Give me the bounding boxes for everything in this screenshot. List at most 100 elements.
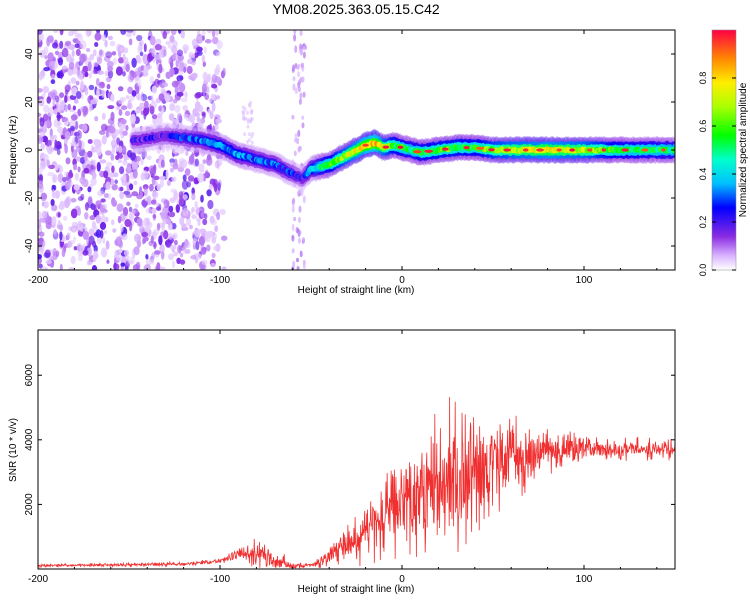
colorbar-tick-label: 0.8 — [698, 72, 708, 85]
noise-blob — [64, 95, 68, 103]
noise-blob — [41, 192, 48, 200]
noise-blob — [189, 224, 193, 230]
noise-blob — [66, 232, 71, 240]
noise-blob — [299, 30, 303, 37]
noise-blob — [144, 100, 149, 109]
noise-blob — [107, 65, 114, 72]
noise-blob — [73, 98, 79, 104]
noise-blob — [202, 159, 207, 165]
snr-frame — [37, 329, 676, 570]
noise-blob — [70, 255, 76, 265]
noise-blob — [156, 116, 163, 125]
noise-blob — [293, 150, 297, 157]
noise-blob — [302, 237, 305, 243]
noise-blob — [122, 233, 128, 241]
noise-blob — [299, 92, 303, 100]
noise-blob — [62, 176, 67, 182]
noise-blob — [194, 201, 198, 209]
noise-blob — [59, 231, 63, 241]
noise-blob — [39, 160, 47, 170]
noise-blob — [76, 91, 82, 99]
noise-blob — [117, 99, 125, 105]
noise-blob — [158, 63, 163, 74]
noise-blob — [250, 140, 254, 145]
x-tick-label: 100 — [576, 275, 593, 286]
noise-blob — [186, 65, 193, 75]
noise-blob — [194, 92, 201, 99]
noise-blob — [163, 230, 169, 240]
noise-blob — [175, 204, 180, 213]
noise-blob — [59, 40, 64, 49]
noise-blob — [119, 166, 125, 175]
noise-blob — [93, 138, 100, 146]
noise-blob — [196, 33, 204, 44]
ridge-peak — [661, 148, 666, 152]
noise-blob — [88, 228, 95, 237]
noise-blob — [199, 228, 207, 234]
noise-blob — [216, 212, 221, 221]
noise-blob — [221, 266, 227, 270]
noise-blob — [87, 196, 93, 205]
noise-blob — [174, 239, 178, 246]
noise-blob — [117, 215, 122, 224]
noise-blob — [115, 66, 123, 76]
noise-blob — [176, 75, 184, 82]
noise-blob — [64, 171, 68, 176]
noise-blob — [89, 103, 93, 112]
noise-blob — [57, 212, 61, 218]
noise-blob — [128, 38, 133, 46]
noise-blob — [91, 265, 98, 270]
noise-blob — [204, 213, 208, 220]
noise-blob — [67, 103, 71, 111]
noise-blob — [135, 85, 140, 94]
noise-blob — [105, 129, 109, 138]
noise-blob — [291, 223, 295, 232]
noise-blob — [115, 254, 123, 262]
noise-blob — [293, 216, 297, 222]
noise-blob — [202, 218, 208, 226]
noise-blob — [154, 53, 160, 61]
noise-blob — [67, 241, 73, 248]
noise-blob — [97, 70, 104, 75]
noise-blob — [73, 246, 78, 251]
noise-blob — [241, 110, 245, 115]
noise-blob — [128, 206, 133, 213]
noise-blob — [111, 199, 117, 207]
noise-blob — [82, 65, 89, 73]
noise-blob — [57, 173, 64, 183]
noise-blob — [176, 91, 184, 97]
noise-blob — [188, 175, 195, 182]
noise-blob — [101, 135, 107, 145]
noise-blob — [302, 45, 306, 51]
noise-blob — [154, 250, 161, 255]
noise-blob — [136, 217, 143, 227]
noise-blob — [59, 30, 64, 36]
noise-blob — [182, 174, 187, 182]
noise-blob — [297, 237, 301, 244]
noise-blob — [171, 176, 177, 183]
noise-blob — [134, 203, 139, 209]
noise-blob — [301, 115, 305, 120]
noise-blob — [43, 252, 51, 258]
noise-blob — [101, 34, 107, 42]
noise-blob — [96, 161, 101, 172]
noise-blob — [126, 32, 132, 38]
noise-blob — [52, 247, 57, 257]
noise-blob — [165, 40, 172, 46]
y-tick-label: 4000 — [24, 428, 35, 451]
noise-blob — [126, 162, 132, 171]
noise-blob — [48, 164, 56, 170]
noise-blob — [140, 158, 144, 166]
noise-blob — [76, 130, 82, 140]
noise-blob — [142, 170, 149, 180]
noise-blob — [106, 259, 110, 264]
noise-blob — [139, 125, 143, 132]
noise-blob — [107, 35, 113, 41]
noise-blob — [105, 216, 109, 223]
noise-blob — [137, 46, 142, 54]
ridge-peak — [397, 145, 404, 149]
snr-ylabel: SNR (10 * v/v) — [8, 418, 19, 482]
noise-blob — [120, 223, 124, 233]
noise-blob — [185, 113, 192, 122]
